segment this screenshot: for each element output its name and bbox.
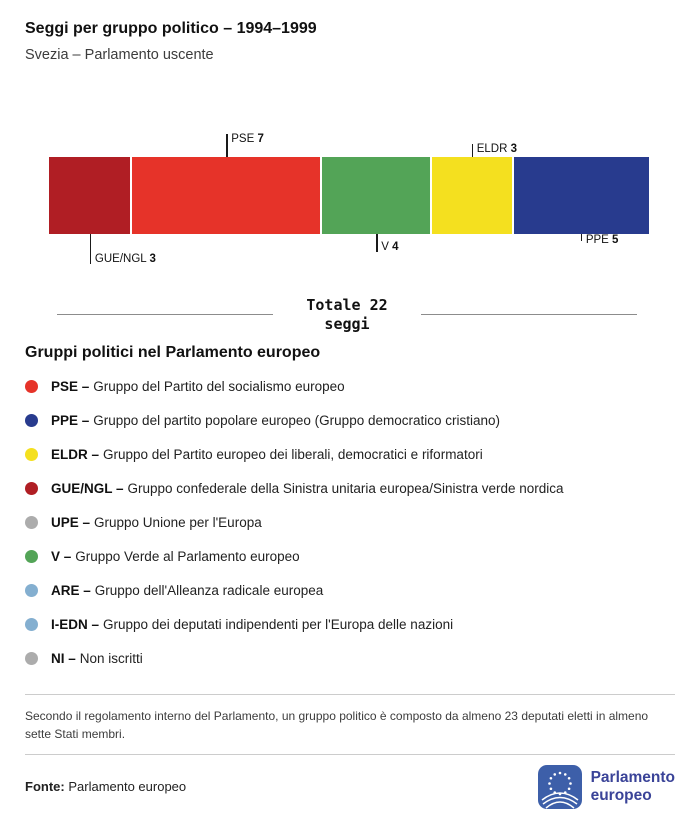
legend-row-text: V – Gruppo Verde al Parlamento europeo	[51, 549, 300, 564]
logo-wordmark-line1: Parlamento	[590, 769, 675, 787]
group-color-dot-icon	[25, 414, 38, 427]
group-color-dot-icon	[25, 550, 38, 563]
group-description: Gruppo del partito popolare europeo (Gru…	[93, 413, 501, 428]
legend-row-text: ARE – Gruppo dell'Alleanza radicale europ…	[51, 583, 323, 598]
legend-row-text: I-EDN – Gruppo dei deputati indipendenti …	[51, 617, 453, 632]
callouts-below: GUE/NGL 3 V 4 PPE 5	[49, 234, 649, 274]
callout-label-eldr: ELDR 3	[476, 143, 517, 155]
group-description: Gruppo del Partito del socialismo europe…	[93, 379, 345, 394]
total-seats-line2: seggi	[324, 314, 370, 333]
group-color-dot-icon	[25, 584, 38, 597]
legend-row-text: ELDR – Gruppo del Partito europeo dei lib…	[51, 447, 483, 462]
group-description: Gruppo del Partito europeo dei liberali,…	[103, 447, 483, 462]
page-title: Seggi per gruppo politico – 1994–1999	[25, 20, 317, 37]
legend-row: I-EDN – Gruppo dei deputati indipendenti …	[25, 608, 675, 642]
group-color-dot-icon	[25, 448, 38, 461]
legend-row: NI – Non iscritti	[25, 642, 675, 676]
legend-row: ARE – Gruppo dell'Alleanza radicale europ…	[25, 574, 675, 608]
callout-line	[471, 144, 474, 157]
european-parliament-logo: Parlamento europeo	[537, 764, 675, 809]
hemicycle-arcs-icon	[541, 791, 579, 809]
callout-label-pse: PSE 7	[231, 133, 264, 145]
group-color-dot-icon	[25, 618, 38, 631]
group-description: Gruppo confederale della Sinistra unitar…	[127, 481, 564, 496]
group-abbreviation: I-EDN –	[51, 617, 100, 632]
callout-line	[226, 134, 228, 157]
legend-row-text: PSE – Gruppo del Partito del socialismo e…	[51, 379, 345, 394]
group-abbreviation: PSE –	[51, 379, 90, 394]
group-abbreviation: NI –	[51, 651, 76, 666]
group-abbreviation: PPE –	[51, 413, 90, 428]
legend-row: V – Gruppo Verde al Parlamento europeo	[25, 540, 675, 574]
legend-row: GUE/NGL – Gruppo confederale della Sinist…	[25, 472, 675, 506]
callout-line	[376, 234, 378, 252]
total-rule-left	[57, 314, 274, 316]
page-subtitle: Svezia – Parlamento uscente	[25, 47, 214, 63]
total-rule-right	[420, 314, 637, 316]
stacked-seat-bar	[49, 157, 650, 234]
group-abbreviation: GUE/NGL –	[51, 481, 124, 496]
callout-label-v: V 4	[381, 241, 399, 253]
group-abbreviation: V –	[51, 549, 72, 564]
bar-segment-gue-ngl[interactable]	[49, 157, 130, 234]
bar-segment-eldr[interactable]	[431, 157, 513, 234]
group-abbreviation: ELDR –	[51, 447, 100, 462]
total-seats-row: Totale 22 seggi	[57, 296, 637, 334]
callout-label-ppe: PPE 5	[585, 234, 619, 246]
european-parliament-logo-icon	[537, 764, 582, 809]
logo-wordmark-line2: europeo	[590, 786, 652, 804]
legend-row-text: NI – Non iscritti	[51, 651, 143, 666]
bar-segment-ppe[interactable]	[514, 157, 650, 234]
seats-chart: PSE 7 ELDR 3 GUE/NGL 3 V 4 PPE 5	[49, 115, 650, 274]
group-color-dot-icon	[25, 516, 38, 529]
legend-row-text: GUE/NGL – Gruppo confederale della Sinist…	[51, 481, 564, 496]
footer: Fonte: Parlamento europeo	[25, 764, 675, 809]
legend-row: PSE – Gruppo del Partito del socialismo e…	[25, 370, 675, 404]
source-text: Parlamento europeo	[68, 779, 187, 795]
source-label: Fonte:	[25, 779, 65, 795]
logo-wordmark: Parlamento europeo	[591, 769, 675, 804]
bar-segment-v[interactable]	[322, 157, 430, 234]
legend-list: PSE – Gruppo del Partito del socialismo e…	[25, 370, 675, 676]
group-color-dot-icon	[25, 380, 38, 393]
legend-row: PPE – Gruppo del partito popolare europeo…	[25, 404, 675, 438]
group-description: Gruppo dell'Alleanza radicale europea	[94, 583, 324, 598]
group-description: Non iscritti	[79, 651, 143, 666]
group-abbreviation: ARE –	[51, 583, 91, 598]
total-seats-line1: Totale 22	[306, 296, 388, 314]
callouts-above: PSE 7 ELDR 3	[49, 115, 649, 157]
legend-title: Gruppi politici nel Parlamento europeo	[25, 343, 321, 361]
bar-segment-pse[interactable]	[131, 157, 321, 234]
legend-row-text: PPE – Gruppo del partito popolare europeo…	[51, 413, 500, 428]
legend-row-text: UPE – Gruppo Unione per l'Europa	[51, 515, 262, 530]
group-description: Gruppo Unione per l'Europa	[94, 515, 262, 530]
divider-top	[25, 693, 675, 695]
group-description: Gruppo Verde al Parlamento europeo	[75, 549, 300, 564]
callout-line	[580, 234, 583, 241]
total-seats-label: Totale 22 seggi	[273, 296, 420, 334]
callout-label-gue-ngl: GUE/NGL 3	[94, 253, 156, 265]
callout-line	[89, 234, 92, 264]
legend-row: UPE – Gruppo Unione per l'Europa	[25, 506, 675, 540]
group-abbreviation: UPE –	[51, 515, 91, 530]
source-line: Fonte: Parlamento europeo	[25, 779, 186, 794]
group-description: Gruppo dei deputati indipendenti per l'E…	[103, 617, 454, 632]
divider-bottom	[25, 753, 675, 755]
group-color-dot-icon	[25, 652, 38, 665]
legend-row: ELDR – Gruppo del Partito europeo dei lib…	[25, 438, 675, 472]
group-color-dot-icon	[25, 482, 38, 495]
footnote-text: Secondo il regolamento interno del Parla…	[25, 708, 649, 742]
